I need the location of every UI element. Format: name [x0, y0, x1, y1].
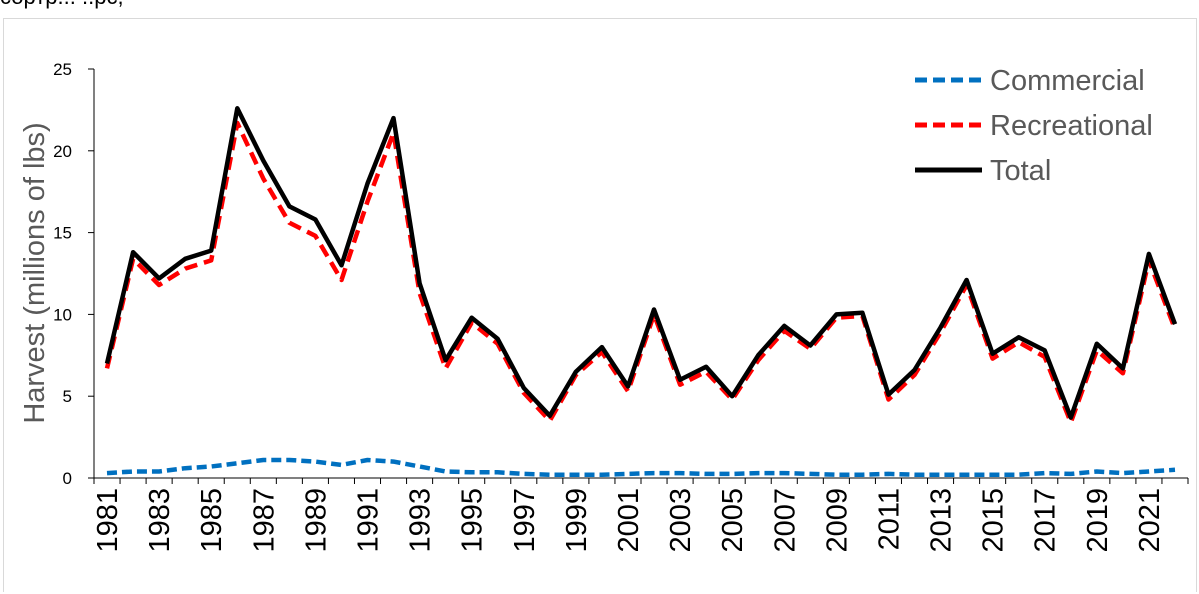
y-tick-label: 20	[53, 142, 72, 161]
legend-label-total: Total	[990, 155, 1051, 187]
x-tick-label: 2017	[1030, 488, 1062, 553]
x-tick-label: 2009	[821, 488, 853, 553]
x-tick-label: 1985	[196, 488, 228, 553]
series-line-total	[104, 106, 1178, 420]
y-tick-label: 5	[63, 387, 72, 406]
chart-area	[3, 18, 1197, 592]
y-tick-label: 0	[63, 469, 72, 488]
x-tick-label: 2001	[613, 488, 645, 553]
legend-label-commercial: Commercial	[990, 65, 1145, 97]
x-tick-label: 1997	[509, 488, 541, 553]
y-axis-label: Harvest (millions of lbs)	[19, 122, 51, 423]
caption-fragment: сортр... ..рс,	[0, 0, 124, 8]
x-tick-label: 2003	[665, 488, 697, 553]
series-line-recreational	[104, 120, 1178, 425]
y-tick-label: 25	[53, 60, 72, 79]
series-line-commercial	[106, 457, 1176, 477]
x-tick-label: 2013	[926, 488, 958, 553]
x-tick-label: 1991	[353, 488, 385, 553]
x-tick-label: 2007	[769, 488, 801, 553]
y-tick-label: 15	[53, 224, 72, 243]
x-tick-label: 1981	[92, 488, 124, 553]
x-tick-label: 1983	[144, 488, 176, 553]
x-tick-label: 2021	[1134, 488, 1166, 553]
x-tick-label: 2011	[873, 488, 905, 550]
x-tick-label: 2005	[717, 488, 749, 553]
x-tick-label: 1993	[405, 488, 437, 553]
series-layer	[104, 106, 1178, 477]
x-tick-label: 1995	[457, 488, 489, 553]
y-tick-label: 10	[53, 305, 72, 324]
x-tick-label: 1999	[561, 488, 593, 553]
legend-label-recreational: Recreational	[990, 110, 1153, 142]
chart-axes: 0 5 10 15 20 25 1981 1983 1985 1987 1989 1991 1993 19…	[53, 60, 1189, 553]
chart-legend: Commercial Recreational Total	[915, 65, 1153, 187]
x-tick-label: 2019	[1082, 488, 1114, 553]
x-tick-label: 1987	[248, 488, 280, 553]
x-tick-label: 1989	[300, 488, 332, 553]
x-tick-label: 2015	[978, 488, 1010, 553]
